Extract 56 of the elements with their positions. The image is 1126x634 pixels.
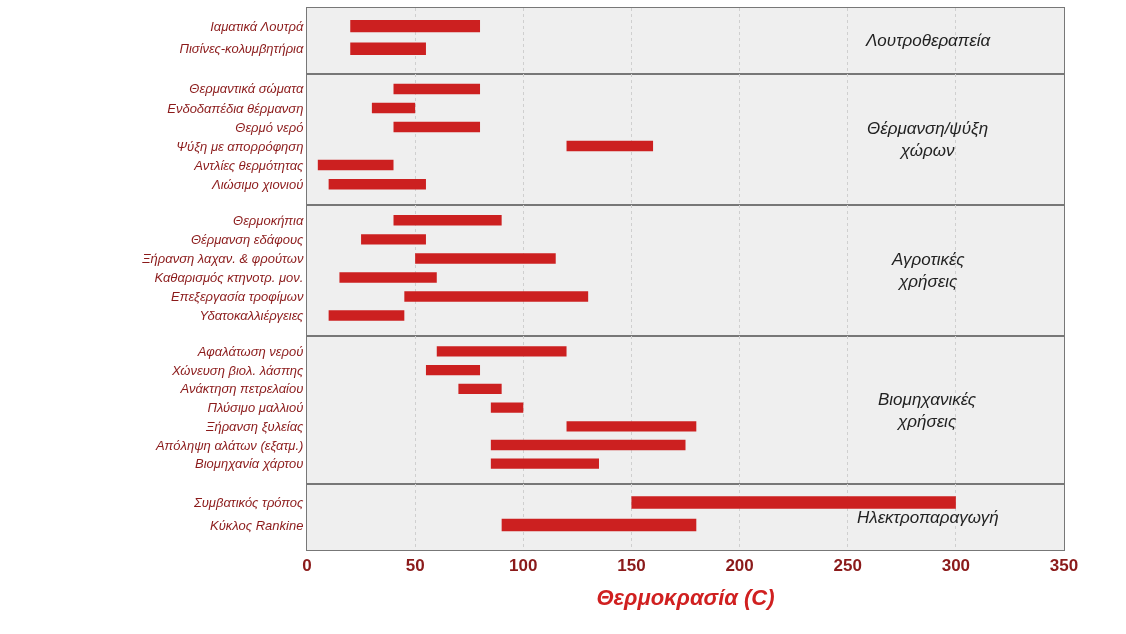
bar — [404, 291, 589, 302]
bar — [490, 458, 599, 469]
bar — [425, 365, 481, 376]
bar — [339, 272, 437, 283]
y-tick-label: Συμβατικός τρόπος — [192, 494, 305, 510]
x-tick-label: 300 — [941, 556, 971, 576]
bar — [393, 121, 481, 133]
y-tick-label: Απόληψη αλάτων (εξατμ.) — [154, 437, 304, 453]
bar — [361, 234, 426, 245]
bar — [458, 383, 502, 395]
y-tick-label: Ψύξη με απορρόφηση — [176, 138, 304, 154]
x-tick-label: 200 — [725, 556, 754, 576]
x-tick-label: 150 — [617, 556, 646, 576]
bar — [490, 439, 686, 451]
y-tick-label: Κύκλος Rankine — [209, 517, 304, 533]
bar — [566, 421, 697, 432]
bar — [393, 215, 502, 226]
bar — [371, 102, 416, 114]
x-tick-label: 100 — [509, 556, 538, 576]
bar — [490, 402, 524, 413]
bar — [566, 140, 654, 152]
y-tick-label: Αντλίες θερμότητας — [193, 157, 305, 173]
y-tick-label: Ξήρανση λαχαν. & φρούτων — [141, 250, 304, 266]
y-tick-label: Ανάκτηση πετρελαίου — [179, 381, 304, 397]
bar — [328, 178, 426, 190]
annotation: Αγροτικές χρήσεις — [891, 250, 966, 292]
y-tick-label: Θερμοκήπια — [233, 212, 304, 228]
bar — [436, 346, 567, 357]
y-tick-label: Αφαλάτωση νερού — [196, 344, 304, 359]
y-tick-label: Χώνευση βιολ. λάσπης — [170, 362, 305, 378]
bar — [393, 83, 481, 95]
annotation: Ηλεκτροπαραγωγή — [857, 508, 999, 527]
y-tick-label: Θέρμανση εδάφους — [190, 231, 305, 247]
annotation: Θέρμανση/ψύξη χώρων — [867, 119, 989, 161]
x-axis-title: Θερμοκρασία (C) — [596, 585, 775, 611]
y-tick-label: Θερμό νερό — [235, 119, 304, 135]
y-tick-label: Ιαματικά Λουτρά — [210, 18, 304, 34]
y-tick-label: Καθαρισμός κτηνοτρ. μον. — [154, 270, 304, 285]
bar — [328, 310, 405, 321]
annotation: Βιομηχανικές χρήσεις — [878, 390, 977, 432]
bar — [415, 253, 556, 264]
bar — [317, 159, 394, 171]
y-tick-label: Θερμαντικά σώματα — [189, 81, 304, 97]
x-tick-label: 50 — [405, 556, 425, 576]
annotation: Λουτροθεραπεία — [865, 31, 992, 50]
y-tick-label: Ξήρανση ξυλείας — [205, 418, 305, 434]
y-tick-label: Επεξεργασία τροφίμων — [171, 289, 304, 305]
x-tick-label: 250 — [833, 556, 862, 576]
x-tick-label: 0 — [302, 556, 312, 576]
y-tick-label: Ενδοδαπέδια θέρμανση — [167, 100, 304, 116]
y-tick-label: Πλύσιμο μαλλιού — [207, 400, 304, 416]
y-tick-label: Λιώσιμο χιονιού — [211, 176, 304, 192]
x-tick-label: 350 — [1049, 556, 1079, 576]
y-tick-label: Υδατοκαλλιέργειες — [199, 308, 305, 324]
y-tick-label: Βιομηχανία χάρτου — [195, 456, 304, 472]
y-tick-label: Πισίνες-κολυμβητήρια — [179, 41, 304, 57]
